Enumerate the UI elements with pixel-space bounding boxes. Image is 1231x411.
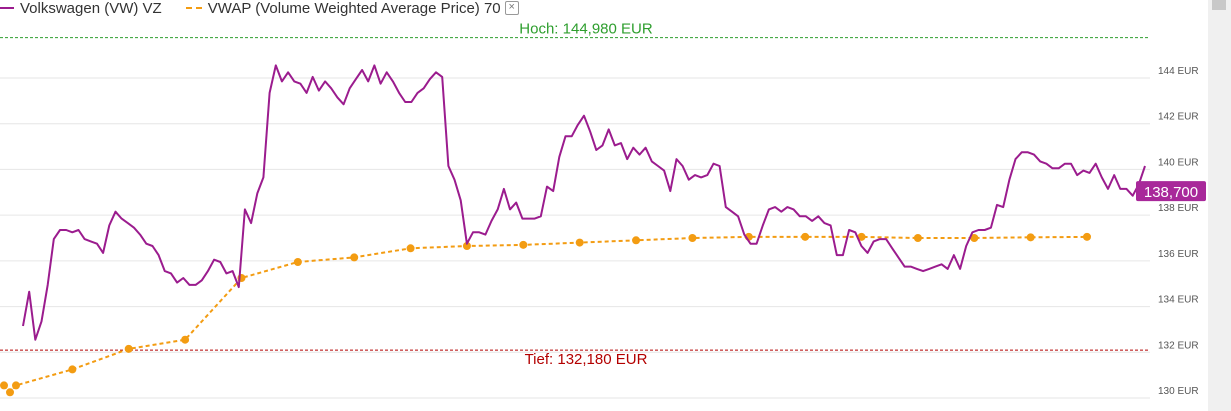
y-tick-label-144: 144 EUR — [1158, 66, 1199, 77]
grid-lines — [0, 77, 1150, 399]
last-price-badge: 138,700 — [1136, 181, 1206, 202]
vwap-point-10 — [462, 242, 471, 250]
low-level-label: Tief: 132,180 EUR — [525, 351, 648, 368]
vwap-point-14 — [688, 234, 697, 242]
vwap-point-18 — [913, 234, 922, 242]
y-tick-label-138: 138 EUR — [1158, 203, 1199, 214]
vwap-point-12 — [575, 238, 584, 247]
vwap-point-1 — [6, 388, 14, 397]
vwap-point-3 — [68, 365, 77, 374]
legend-label-vwap: VWAP (Volume Weighted Average Price) 70 — [207, 0, 501, 17]
y-tick-label-132: 132 EUR — [1158, 340, 1199, 351]
legend-swatch-vwap — [185, 7, 202, 9]
vwap-point-0 — [0, 381, 8, 390]
chart-legend: Volkswagen (VW) VZ VWAP (Volume Weighted… — [0, 0, 543, 19]
vwap-point-16 — [801, 232, 810, 241]
last-price-badge-label: 138,700 — [1144, 184, 1198, 201]
vwap-series-points — [0, 232, 1091, 397]
vwap-point-21 — [1083, 232, 1091, 241]
legend-label-price: Volkswagen (VW) VZ — [20, 0, 162, 17]
level-lines: Hoch: 144,980 EUR Tief: 132,180 EUR — [0, 21, 1150, 368]
vwap-point-7 — [293, 258, 302, 266]
vwap-point-2 — [12, 381, 20, 390]
legend-swatch-price — [0, 7, 14, 9]
vwap-point-19 — [970, 234, 979, 242]
last-price-badge-bg — [1136, 181, 1206, 202]
y-tick-label-130: 130 EUR — [1158, 386, 1199, 397]
vwap-point-13 — [632, 236, 641, 245]
vertical-scrollbar[interactable] — [1208, 0, 1231, 411]
vwap-series-line — [3, 235, 1088, 394]
vwap-point-8 — [350, 253, 359, 262]
y-tick-label-142: 142 EUR — [1158, 112, 1199, 123]
remove-indicator-close-icon[interactable]: × — [504, 1, 519, 15]
high-level-label: Hoch: 144,980 EUR — [519, 21, 653, 38]
vwap-point-9 — [406, 244, 415, 253]
y-tick-label-136: 136 EUR — [1158, 249, 1199, 260]
vwap-point-11 — [519, 240, 528, 249]
legend-item-price[interactable]: Volkswagen (VW) VZ — [0, 0, 162, 17]
vwap-point-17 — [857, 232, 866, 241]
scrollbar-thumb[interactable] — [1212, 0, 1226, 10]
y-tick-label-134: 134 EUR — [1158, 295, 1199, 306]
price-series-line — [22, 64, 1146, 341]
legend-item-vwap[interactable]: VWAP (Volume Weighted Average Price) 70 … — [185, 0, 519, 17]
vwap-point-5 — [181, 335, 190, 344]
vwap-point-20 — [1026, 233, 1035, 242]
y-axis: 130 EUR 132 EUR 134 EUR 136 EUR 138 EUR 140 E… — [1158, 66, 1199, 397]
y-tick-label-140: 140 EUR — [1158, 157, 1199, 168]
vwap-point-4 — [124, 344, 133, 353]
